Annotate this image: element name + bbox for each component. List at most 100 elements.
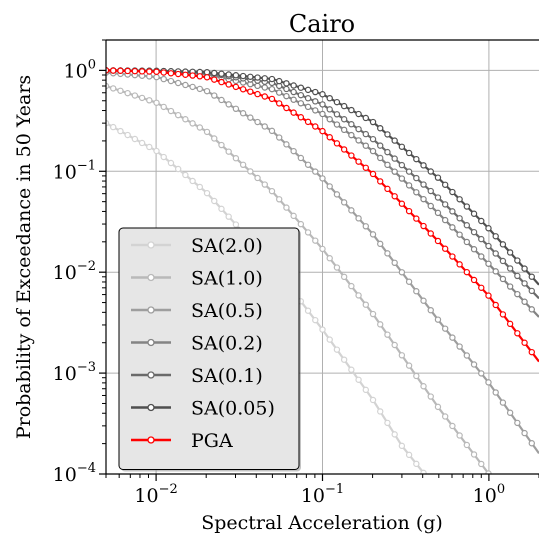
data-point xyxy=(312,168,319,175)
data-point xyxy=(247,88,254,95)
data-point xyxy=(362,114,369,122)
data-point xyxy=(377,178,384,185)
data-point xyxy=(167,107,175,115)
data-point xyxy=(304,118,312,126)
data-point xyxy=(326,183,333,190)
data-point xyxy=(268,75,276,83)
data-point xyxy=(463,238,471,246)
y-tick-label: 10−3 xyxy=(53,360,96,385)
data-point xyxy=(333,346,341,353)
data-point xyxy=(261,123,268,130)
legend-swatch-marker xyxy=(147,241,155,249)
data-point xyxy=(427,230,434,237)
data-point xyxy=(283,92,290,100)
data-point xyxy=(355,215,362,222)
data-point xyxy=(131,67,139,75)
data-point xyxy=(405,362,413,369)
data-point xyxy=(506,409,514,416)
data-point xyxy=(348,366,355,373)
data-point xyxy=(478,235,485,243)
y-tick-label: 10−1 xyxy=(53,158,96,183)
data-point xyxy=(276,196,283,203)
data-point xyxy=(499,257,507,265)
data-point xyxy=(362,301,369,308)
data-point xyxy=(225,148,232,155)
data-point xyxy=(434,209,442,217)
data-point xyxy=(413,460,420,468)
data-point xyxy=(405,207,413,215)
data-point xyxy=(413,215,420,222)
data-point xyxy=(478,253,485,260)
data-point xyxy=(528,440,535,447)
data-point xyxy=(117,67,124,74)
data-point xyxy=(362,386,369,394)
legend-swatch-marker xyxy=(147,403,155,412)
data-point xyxy=(124,67,131,75)
data-point xyxy=(203,128,211,136)
data-point xyxy=(110,85,117,92)
data-point xyxy=(174,70,182,78)
data-point xyxy=(131,135,139,143)
data-point xyxy=(398,352,406,359)
data-point xyxy=(283,80,290,87)
data-point xyxy=(297,114,305,121)
data-point xyxy=(369,310,377,318)
data-point xyxy=(211,69,218,77)
data-point xyxy=(340,199,348,206)
data-point xyxy=(340,126,348,134)
y-axis-label: Probability of Exceedance in 50 Years xyxy=(13,75,35,439)
data-point xyxy=(348,131,355,139)
data-point xyxy=(232,105,240,113)
data-point xyxy=(138,68,146,75)
data-point xyxy=(239,72,247,80)
data-point xyxy=(514,330,521,337)
data-point xyxy=(333,191,341,198)
data-point xyxy=(312,88,319,96)
data-point xyxy=(189,83,196,91)
data-point xyxy=(398,442,406,450)
chart-title: Cairo xyxy=(289,10,355,38)
data-point xyxy=(463,352,471,359)
data-point xyxy=(485,225,492,232)
data-point xyxy=(153,68,160,75)
data-point xyxy=(521,265,528,272)
data-point xyxy=(254,174,261,182)
data-point xyxy=(239,86,247,93)
data-point xyxy=(456,261,463,268)
data-point xyxy=(340,146,348,153)
data-point xyxy=(528,306,535,313)
data-point xyxy=(276,89,283,96)
data-point xyxy=(369,135,377,143)
data-point xyxy=(254,82,261,90)
data-point xyxy=(362,164,369,171)
data-point xyxy=(297,220,305,228)
data-point xyxy=(146,68,153,75)
data-point xyxy=(355,376,362,383)
data-point xyxy=(506,283,514,290)
data-point xyxy=(441,413,449,420)
data-point xyxy=(225,101,232,108)
data-point xyxy=(290,109,297,116)
data-point xyxy=(485,242,492,250)
data-point xyxy=(398,175,406,182)
data-point xyxy=(153,99,160,106)
legend-label-sa-0-5: SA(0.5) xyxy=(191,300,263,322)
data-point xyxy=(189,120,196,127)
data-point xyxy=(276,134,283,141)
data-point xyxy=(110,123,117,131)
data-point xyxy=(326,116,333,123)
data-point xyxy=(413,189,420,196)
data-point xyxy=(413,288,420,295)
data-point xyxy=(405,149,413,157)
data-point xyxy=(434,237,442,245)
data-point xyxy=(391,193,398,200)
data-point xyxy=(355,158,362,165)
x-tick-label: 10−2 xyxy=(134,482,177,507)
data-point xyxy=(463,441,471,449)
legend-swatch-marker xyxy=(147,306,155,314)
data-point xyxy=(340,102,348,110)
data-point xyxy=(211,135,218,142)
x-tick-label: 10−1 xyxy=(301,482,344,507)
data-point xyxy=(528,273,535,280)
legend-swatch-marker xyxy=(147,436,155,444)
